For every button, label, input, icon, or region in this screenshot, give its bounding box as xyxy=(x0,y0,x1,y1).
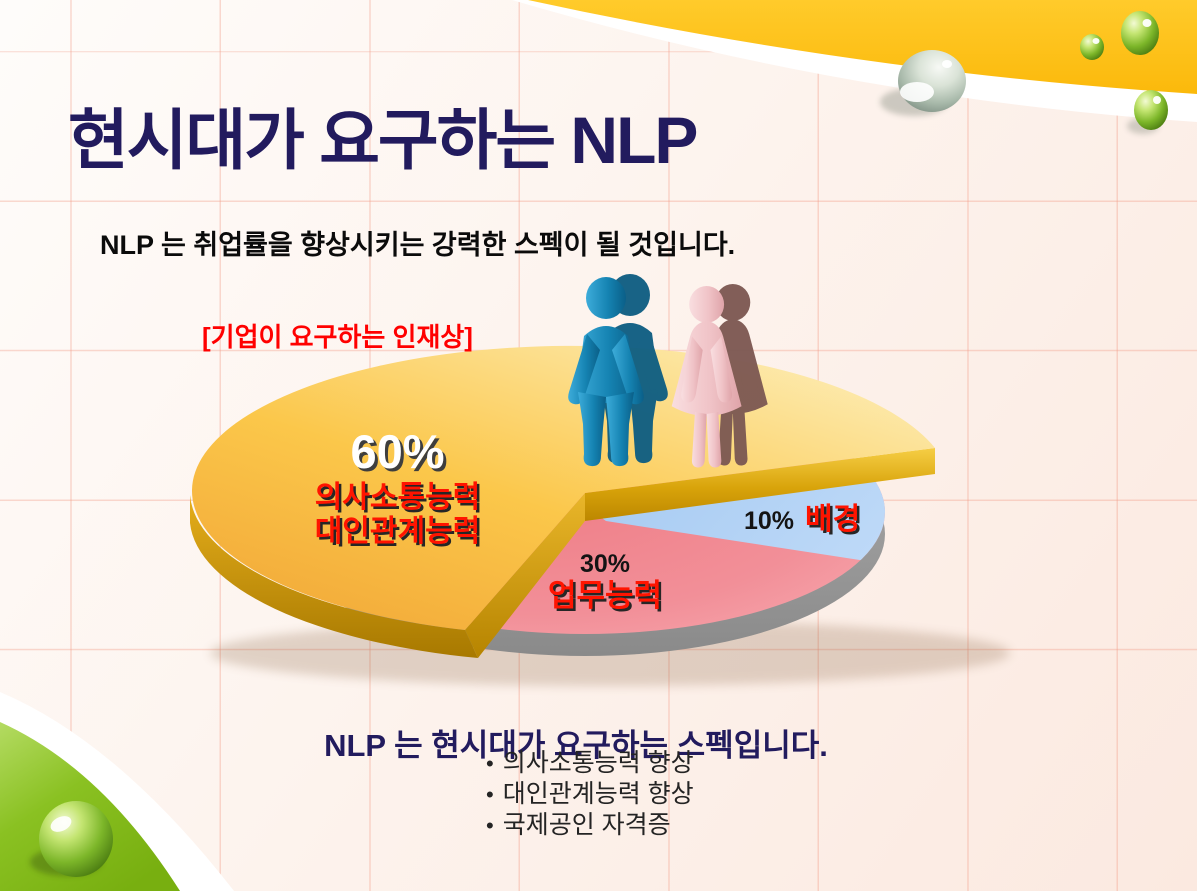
female-figure-icon xyxy=(671,284,768,468)
bullet-icon: • xyxy=(486,782,494,807)
list-item: • 국제공인 자격증 xyxy=(486,810,816,841)
conclusion-heading: NLP 는 현시대가 요구하는 스펙입니다. xyxy=(324,727,828,763)
bullet-text: 대인관계능력 향상 xyxy=(502,780,694,808)
pie-label-60: 60% 의사소통능력 대인관계능력 xyxy=(270,428,525,548)
bottom-corner-decoration xyxy=(0,692,234,891)
pie-label-10-pct: 10% xyxy=(744,507,795,535)
bottom-green-shape xyxy=(0,722,180,891)
pie-label-10: 10% 배경 xyxy=(744,494,860,538)
pie-label-10-text: 배경 xyxy=(805,503,861,536)
male-figure-icon xyxy=(568,274,668,467)
slide-subtitle: NLP 는 취업률을 향상시키는 강력한 스펙이 될 것입니다. xyxy=(100,230,736,260)
bullet-icon: • xyxy=(486,751,494,776)
pie-label-30-pct: 30% xyxy=(579,550,631,578)
water-droplet-icon xyxy=(1127,90,1168,134)
list-item: • 의사소통능력 향상 xyxy=(486,748,816,779)
bullet-text: 국제공인 자격증 xyxy=(502,811,671,839)
water-droplet-icon xyxy=(30,801,113,877)
conclusion-bullets: • 의사소통능력 향상 • 대인관계능력 향상 • 국제공인 자격증 xyxy=(486,748,816,841)
water-droplet-icon xyxy=(1080,34,1104,60)
pie-label-30-text: 업무능력 xyxy=(547,577,663,613)
chart-caption: [기업이 요구하는 인재상] xyxy=(202,322,473,352)
bullet-text: 의사소통능력 향상 xyxy=(502,749,694,777)
list-item: • 대인관계능력 향상 xyxy=(486,779,816,810)
top-yellow-band xyxy=(528,0,1197,94)
bullet-icon: • xyxy=(486,813,494,838)
pie-label-60-line1: 의사소통능력 xyxy=(314,481,481,514)
pie-label-30: 30% 업무능력 xyxy=(515,550,695,613)
bottom-white-stripe xyxy=(0,692,234,891)
pie-shadow xyxy=(210,620,1010,686)
page-title: 현시대가 요구하는 NLP xyxy=(68,103,698,178)
pie-label-60-line2: 대인관계능력 xyxy=(314,514,481,548)
pie-label-60-pct: 60% xyxy=(350,425,445,478)
water-droplet-icon xyxy=(1121,11,1159,55)
